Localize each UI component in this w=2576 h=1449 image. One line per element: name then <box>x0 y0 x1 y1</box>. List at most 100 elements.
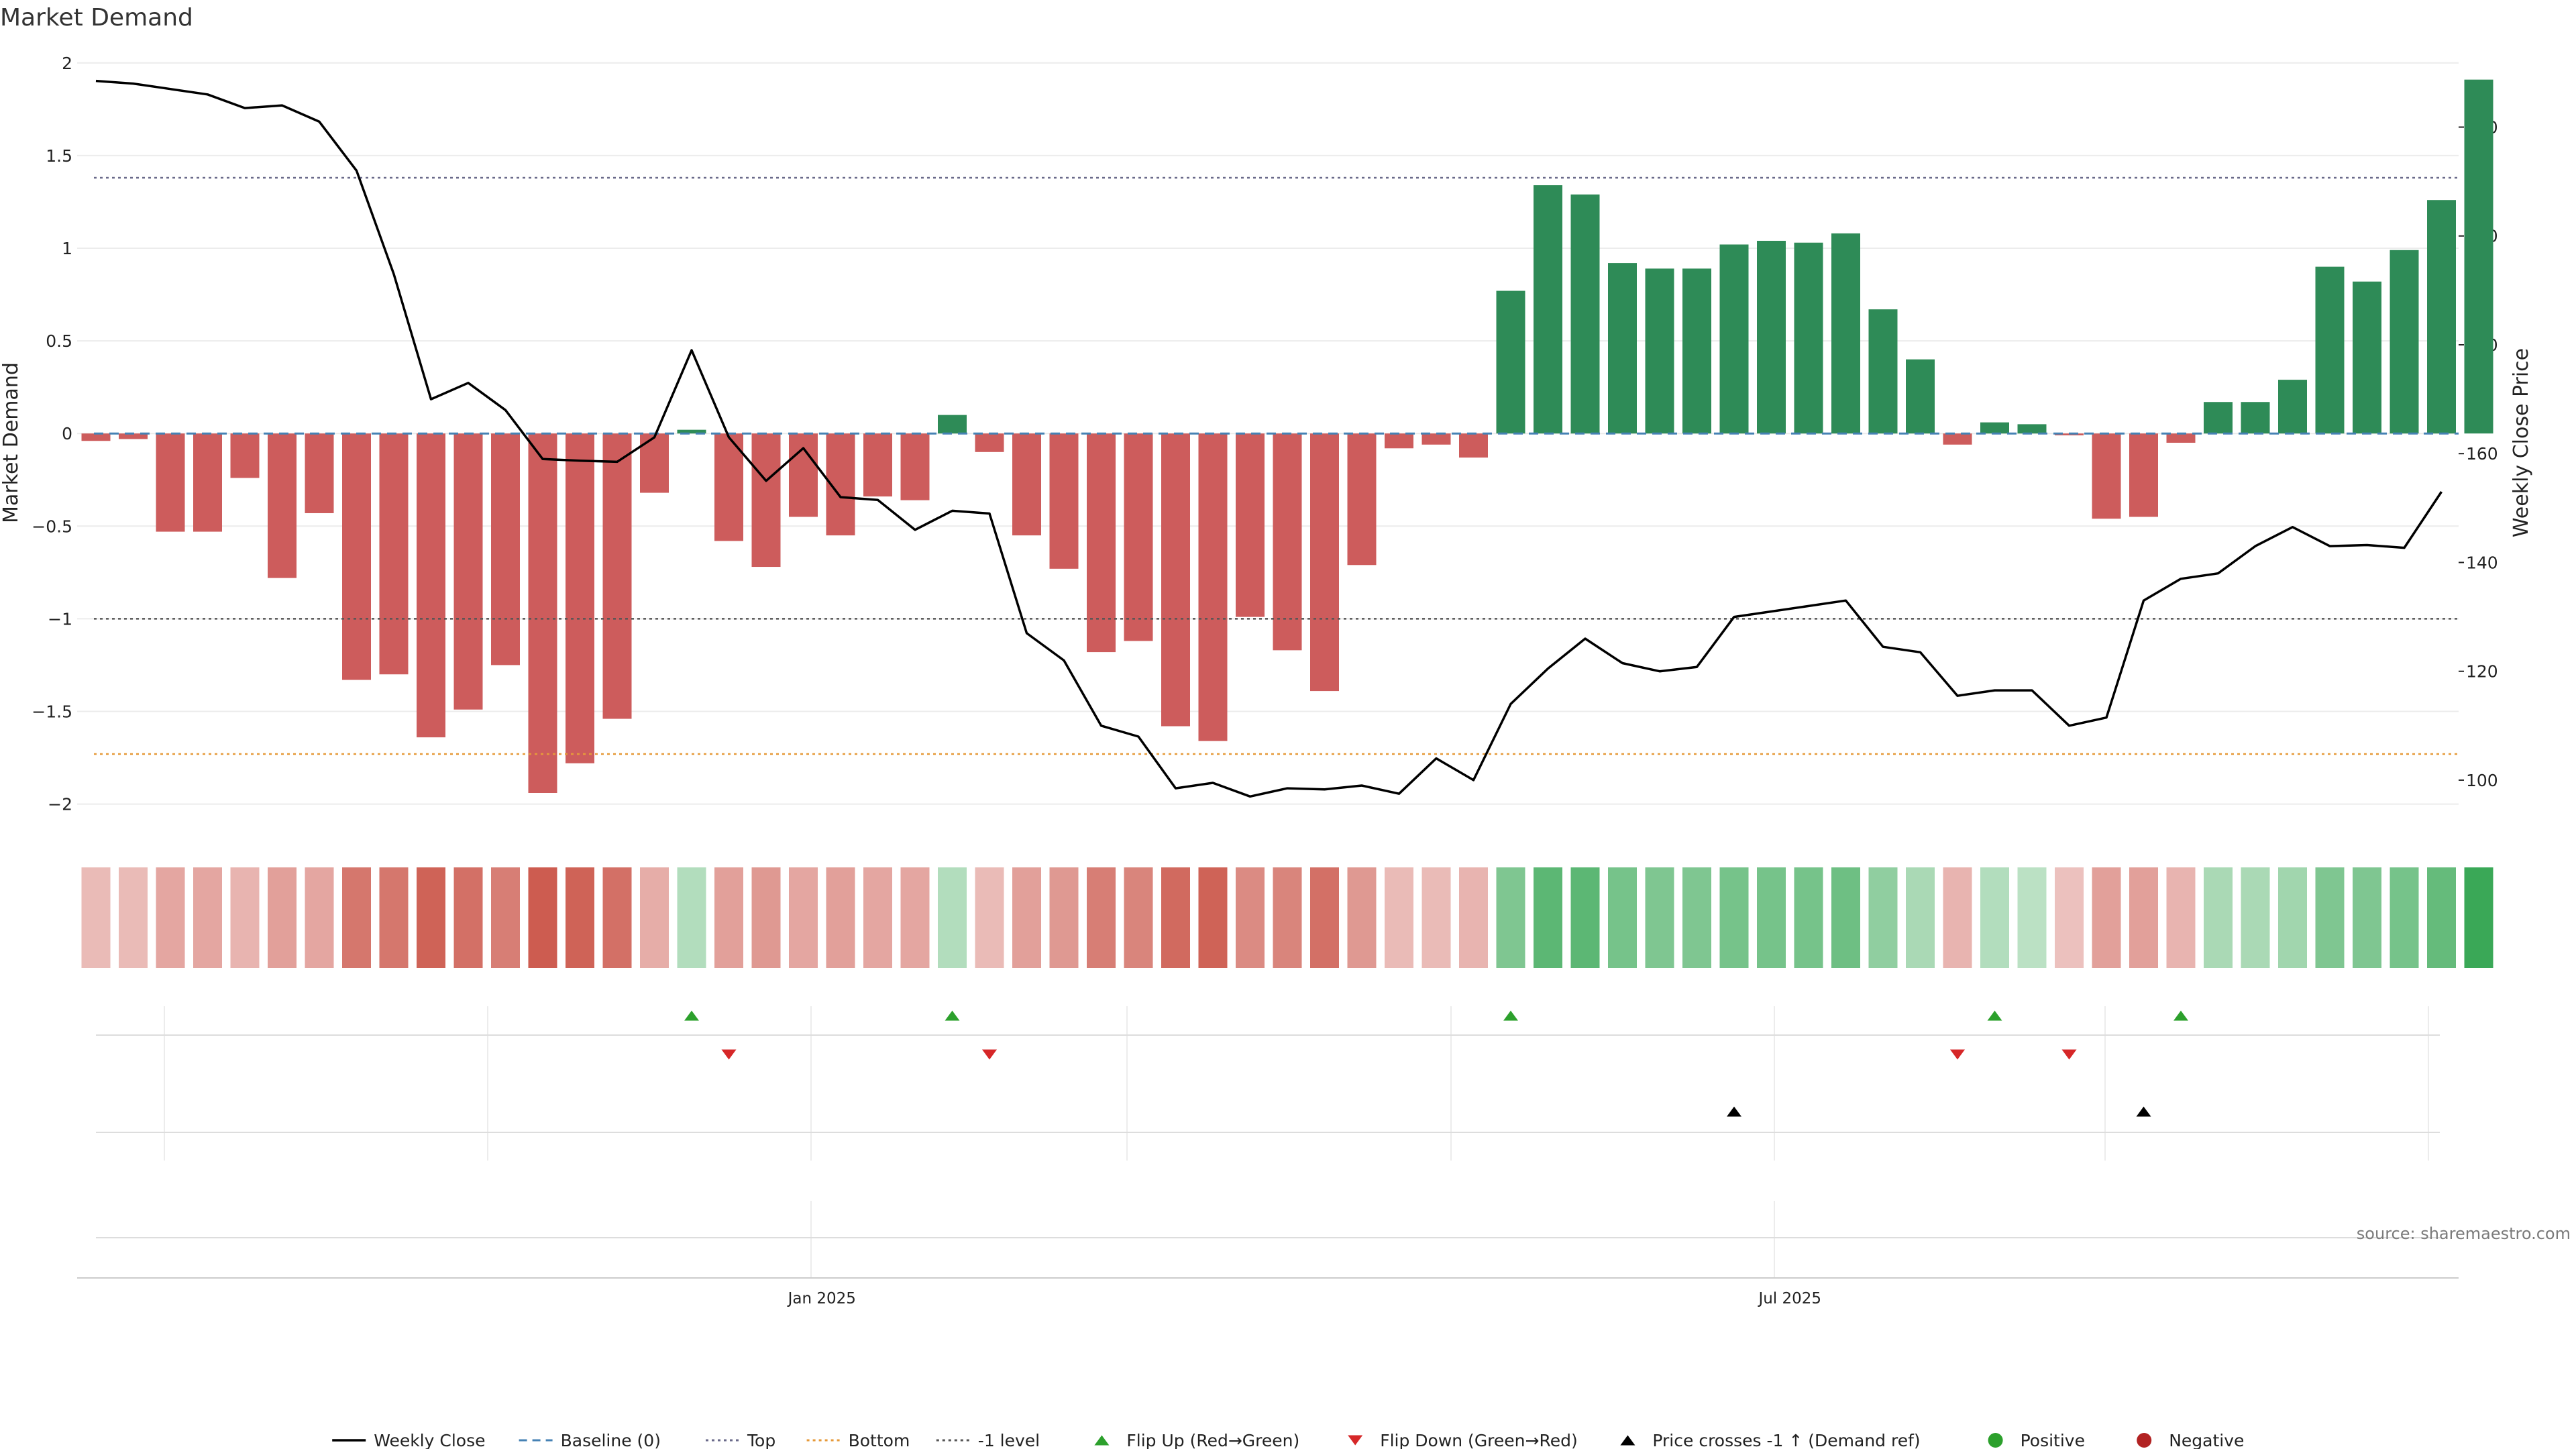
y-right-tick-label: 100 <box>2466 771 2498 790</box>
strength-cell <box>1608 867 1637 968</box>
legend-item: Bottom <box>806 1431 910 1449</box>
demand-bar <box>1012 433 1041 536</box>
strength-cell <box>528 867 557 968</box>
legend-item: Flip Down (Green→Red) <box>1348 1431 1578 1449</box>
demand-bar <box>1236 433 1265 617</box>
demand-bar <box>156 433 185 532</box>
strength-cell <box>379 867 409 968</box>
y-right-tick-label: 140 <box>2466 553 2498 572</box>
demand-bar <box>81 433 111 441</box>
strength-cell <box>2427 867 2456 968</box>
strength-cell <box>1980 867 2009 968</box>
strength-cell <box>268 867 297 968</box>
strength-cell <box>2278 867 2307 968</box>
strength-cell <box>826 867 855 968</box>
demand-bar <box>305 433 334 513</box>
strength-cell <box>640 867 669 968</box>
strength-cell <box>2353 867 2381 968</box>
legend-item: Positive <box>1988 1431 2085 1449</box>
strength-cell <box>1794 867 1823 968</box>
demand-bar <box>119 433 148 439</box>
demand-bar <box>938 415 967 434</box>
legend-label: Baseline (0) <box>561 1431 661 1449</box>
strength-cell <box>938 867 967 968</box>
demand-bar <box>900 433 930 500</box>
strength-cell <box>2017 867 2047 968</box>
strength-cell <box>1534 867 1562 968</box>
strength-cell <box>453 867 483 968</box>
strength-cell <box>2390 867 2419 968</box>
demand-bar <box>1682 268 1711 434</box>
strength-cell <box>1087 867 1116 968</box>
legend-item: Flip Up (Red→Green) <box>1094 1431 1299 1449</box>
strength-cell <box>305 867 334 968</box>
strength-cell <box>1049 867 1079 968</box>
y-left-axis-label: Market Demand <box>0 362 23 523</box>
demand-bar <box>1868 309 1898 434</box>
empty-panel <box>96 1201 2440 1278</box>
strength-cell <box>156 867 185 968</box>
legend-label: Flip Down (Green→Red) <box>1380 1431 1578 1449</box>
y-right-axis-label: Weekly Close Price <box>2510 348 2533 537</box>
demand-bar <box>566 433 594 763</box>
demand-bar <box>2278 380 2307 434</box>
legend-label: Top <box>747 1431 775 1449</box>
demand-bar <box>1757 240 1786 434</box>
demand-bar <box>1831 233 1860 434</box>
legend: Weekly Close Baseline (0) Top Bottom -1 leve… <box>332 1431 2244 1449</box>
demand-bar <box>528 433 557 793</box>
y-left-tick-label: −2 <box>48 795 72 814</box>
strength-cell <box>1496 867 1525 968</box>
demand-bar <box>1459 433 1488 458</box>
demand-bar <box>1049 433 1079 569</box>
demand-bar <box>2166 433 2196 443</box>
strength-cell <box>714 867 743 968</box>
demand-bar <box>1496 290 1525 434</box>
y-left-tick-label: 1.5 <box>46 146 72 166</box>
price-cross-marker <box>1727 1106 1741 1117</box>
demand-bar <box>1273 433 1302 651</box>
demand-bar <box>751 433 781 568</box>
strength-cell <box>1161 867 1190 968</box>
demand-bar <box>417 433 445 738</box>
strength-cell <box>2204 867 2233 968</box>
y-left-tick-label: −1.5 <box>32 702 72 721</box>
strength-cell <box>1906 867 1935 968</box>
y-right-tick-label: 160 <box>2466 444 2498 464</box>
chart-title: Market Demand <box>0 4 193 32</box>
x-axis: Jan 2025 Jul 2025 <box>77 1277 2459 1307</box>
demand-bar <box>453 433 483 710</box>
demand-bar <box>2315 266 2345 434</box>
demand-bar <box>268 433 297 578</box>
strength-cell <box>1757 867 1786 968</box>
strength-strip <box>81 867 2493 968</box>
strength-cell <box>1273 867 1302 968</box>
strength-cell <box>2166 867 2196 968</box>
legend-item: Price crosses -1 ↑ (Demand ref) <box>1620 1431 1921 1449</box>
demand-bar <box>602 433 632 719</box>
strength-cell <box>677 867 706 968</box>
strength-cell <box>1236 867 1265 968</box>
y-right-tick-label: 120 <box>2466 662 2498 682</box>
legend-label: Flip Up (Red→Green) <box>1126 1431 1299 1449</box>
strength-cell <box>2055 867 2084 968</box>
strength-cell <box>1831 867 1860 968</box>
demand-bar <box>1943 433 1972 445</box>
flip-up-marker <box>1987 1010 2002 1021</box>
demand-bar <box>193 433 222 532</box>
flip-up-marker <box>945 1010 960 1021</box>
flip-down-marker <box>2061 1049 2077 1060</box>
legend-triangle-down-icon <box>1348 1435 1363 1446</box>
flip-up-marker <box>1503 1010 1518 1021</box>
strength-cell <box>1459 867 1488 968</box>
legend-label: Price crosses -1 ↑ (Demand ref) <box>1652 1431 1920 1449</box>
strength-cell <box>2241 867 2270 968</box>
price-cross-marker <box>2136 1106 2151 1117</box>
strength-cell <box>1310 867 1339 968</box>
legend-item: Top <box>706 1431 775 1449</box>
legend-label: Bottom <box>849 1431 910 1449</box>
strength-cell <box>1124 867 1153 968</box>
strength-cell <box>2092 867 2121 968</box>
demand-bar <box>1980 422 2009 434</box>
strength-cell <box>1385 867 1413 968</box>
